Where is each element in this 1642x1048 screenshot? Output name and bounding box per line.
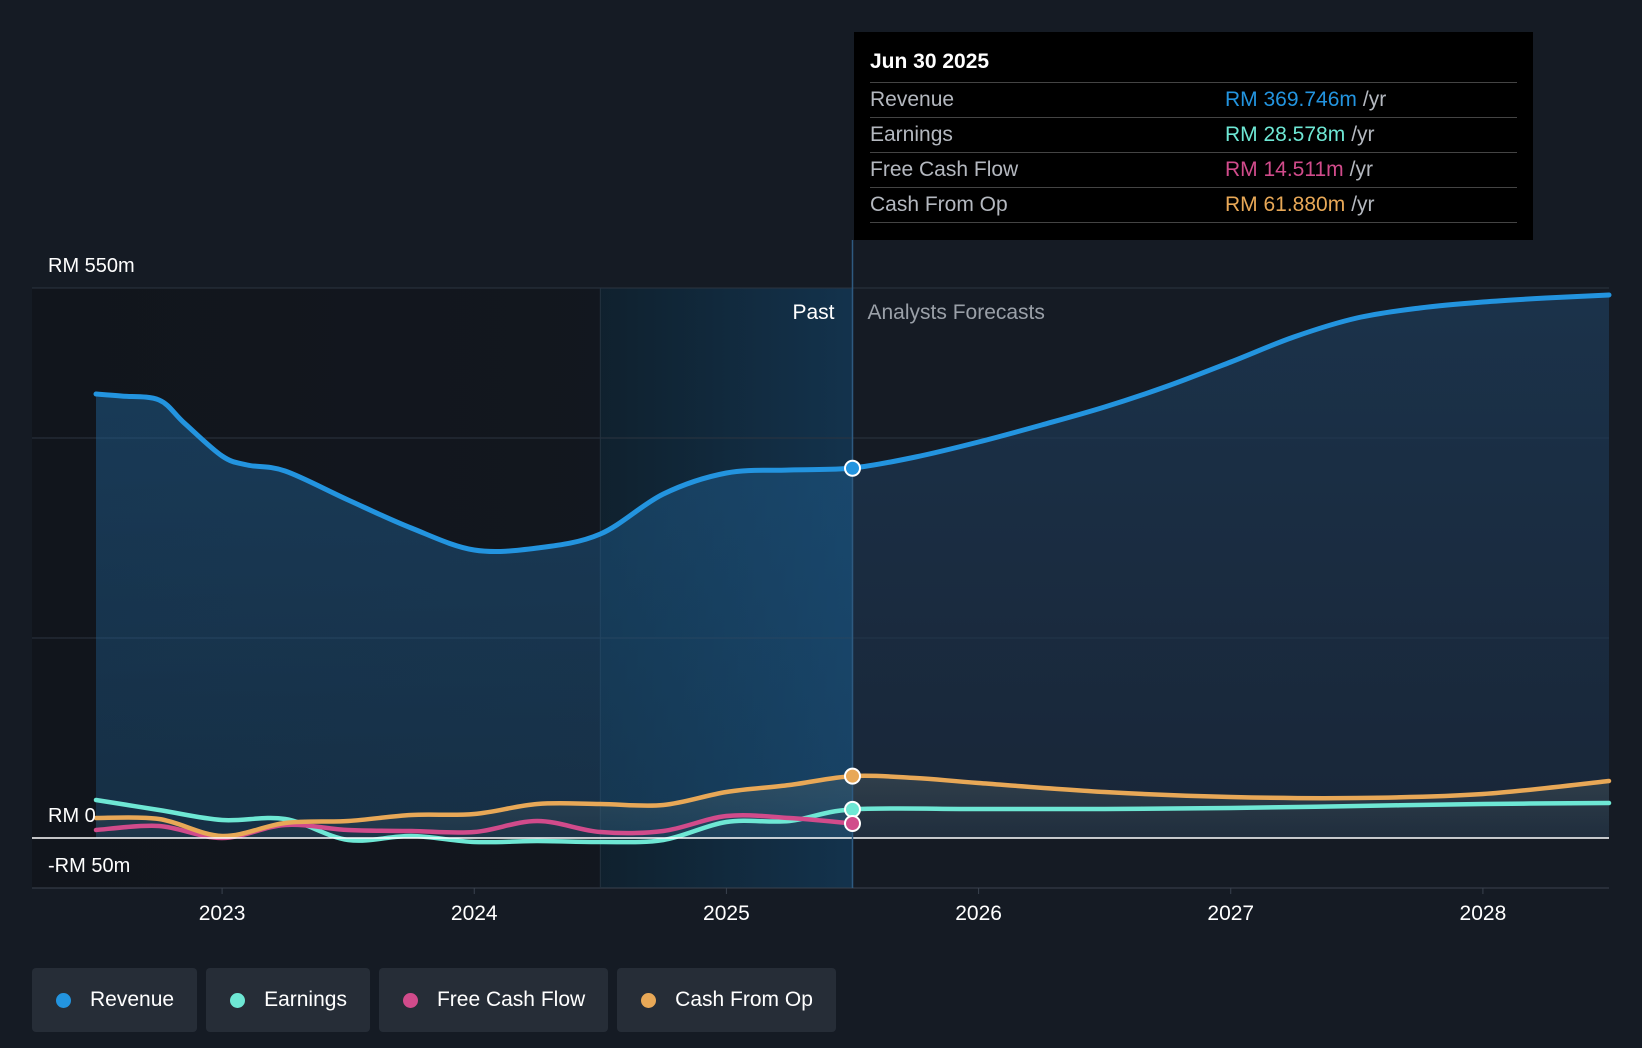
legend-label: Earnings [264, 988, 347, 1011]
tooltip-row-name: Cash From Op [870, 193, 1008, 216]
legend-item-earnings[interactable]: Earnings [206, 968, 370, 1032]
legend-dot-icon [56, 992, 71, 1008]
y-axis-min-label: -RM 50m [48, 855, 130, 877]
legend-item-cash-from-op[interactable]: Cash From Op [617, 968, 836, 1032]
legend-label: Free Cash Flow [436, 988, 586, 1011]
legend-dot-icon [230, 992, 246, 1008]
tooltip-date: Jun 30 2025 [870, 46, 1517, 83]
tooltip-row-cash-from-op: Cash From Op RM 61.880m /yr [870, 188, 1517, 223]
x-tick-label: 2028 [1460, 902, 1507, 925]
tooltip-row-unit: /yr [1351, 193, 1375, 216]
tooltip-row-unit: /yr [1349, 158, 1373, 181]
tooltip-row-name: Free Cash Flow [870, 158, 1019, 181]
forecast-label: Analysts Forecasts [868, 301, 1045, 324]
x-tick-label: 2025 [703, 902, 750, 925]
tooltip-row-earnings: Earnings RM 28.578m /yr [870, 118, 1517, 153]
revenue-area-forecast [852, 295, 1609, 838]
legend-label: Cash From Op [675, 988, 813, 1011]
legend-label: Revenue [90, 988, 175, 1011]
tooltip-row-value: RM 61.880m [1225, 193, 1346, 216]
tooltip-row-revenue: Revenue RM 369.746m /yr [870, 83, 1517, 118]
legend-item-free-cash-flow[interactable]: Free Cash Flow [378, 968, 609, 1032]
marker-earnings [844, 800, 861, 818]
tooltip-row-free-cash-flow: Free Cash Flow RM 14.511m /yr [870, 153, 1517, 188]
revenue-area-past [96, 394, 853, 838]
x-tick-label: 2024 [451, 902, 498, 925]
marker-cash-from-op [844, 767, 861, 785]
x-tick-label: 2026 [955, 902, 1002, 925]
tooltip-row-value: RM 14.511m [1225, 158, 1344, 181]
tooltip-row-value: RM 369.746m [1225, 88, 1357, 111]
legend: Revenue Earnings Free Cash Flow Cash Fro… [32, 968, 836, 1032]
tooltip: Jun 30 2025 Revenue RM 369.746m /yr Earn… [854, 32, 1533, 240]
x-tick-label: 2023 [199, 902, 246, 925]
x-tick-label: 2027 [1207, 902, 1254, 925]
tooltip-row-name: Revenue [870, 88, 955, 111]
tooltip-row-name: Earnings [870, 123, 953, 146]
y-axis-max-label: RM 550m [48, 255, 135, 277]
series-line-revenue [93, 292, 1612, 555]
marker-revenue [844, 459, 861, 477]
series-line-cash-from-op [93, 773, 1612, 839]
tooltip-row-unit: /yr [1362, 88, 1387, 111]
legend-item-revenue[interactable]: Revenue [32, 968, 198, 1032]
tooltip-row-value: RM 28.578m [1225, 123, 1346, 146]
marker-free-cash-flow [844, 814, 861, 832]
past-label: Past [792, 301, 834, 324]
y-axis-zero-label: RM 0 [48, 805, 96, 827]
legend-dot-icon [402, 992, 418, 1008]
tooltip-row-unit: /yr [1351, 123, 1375, 146]
legend-dot-icon [641, 992, 657, 1008]
